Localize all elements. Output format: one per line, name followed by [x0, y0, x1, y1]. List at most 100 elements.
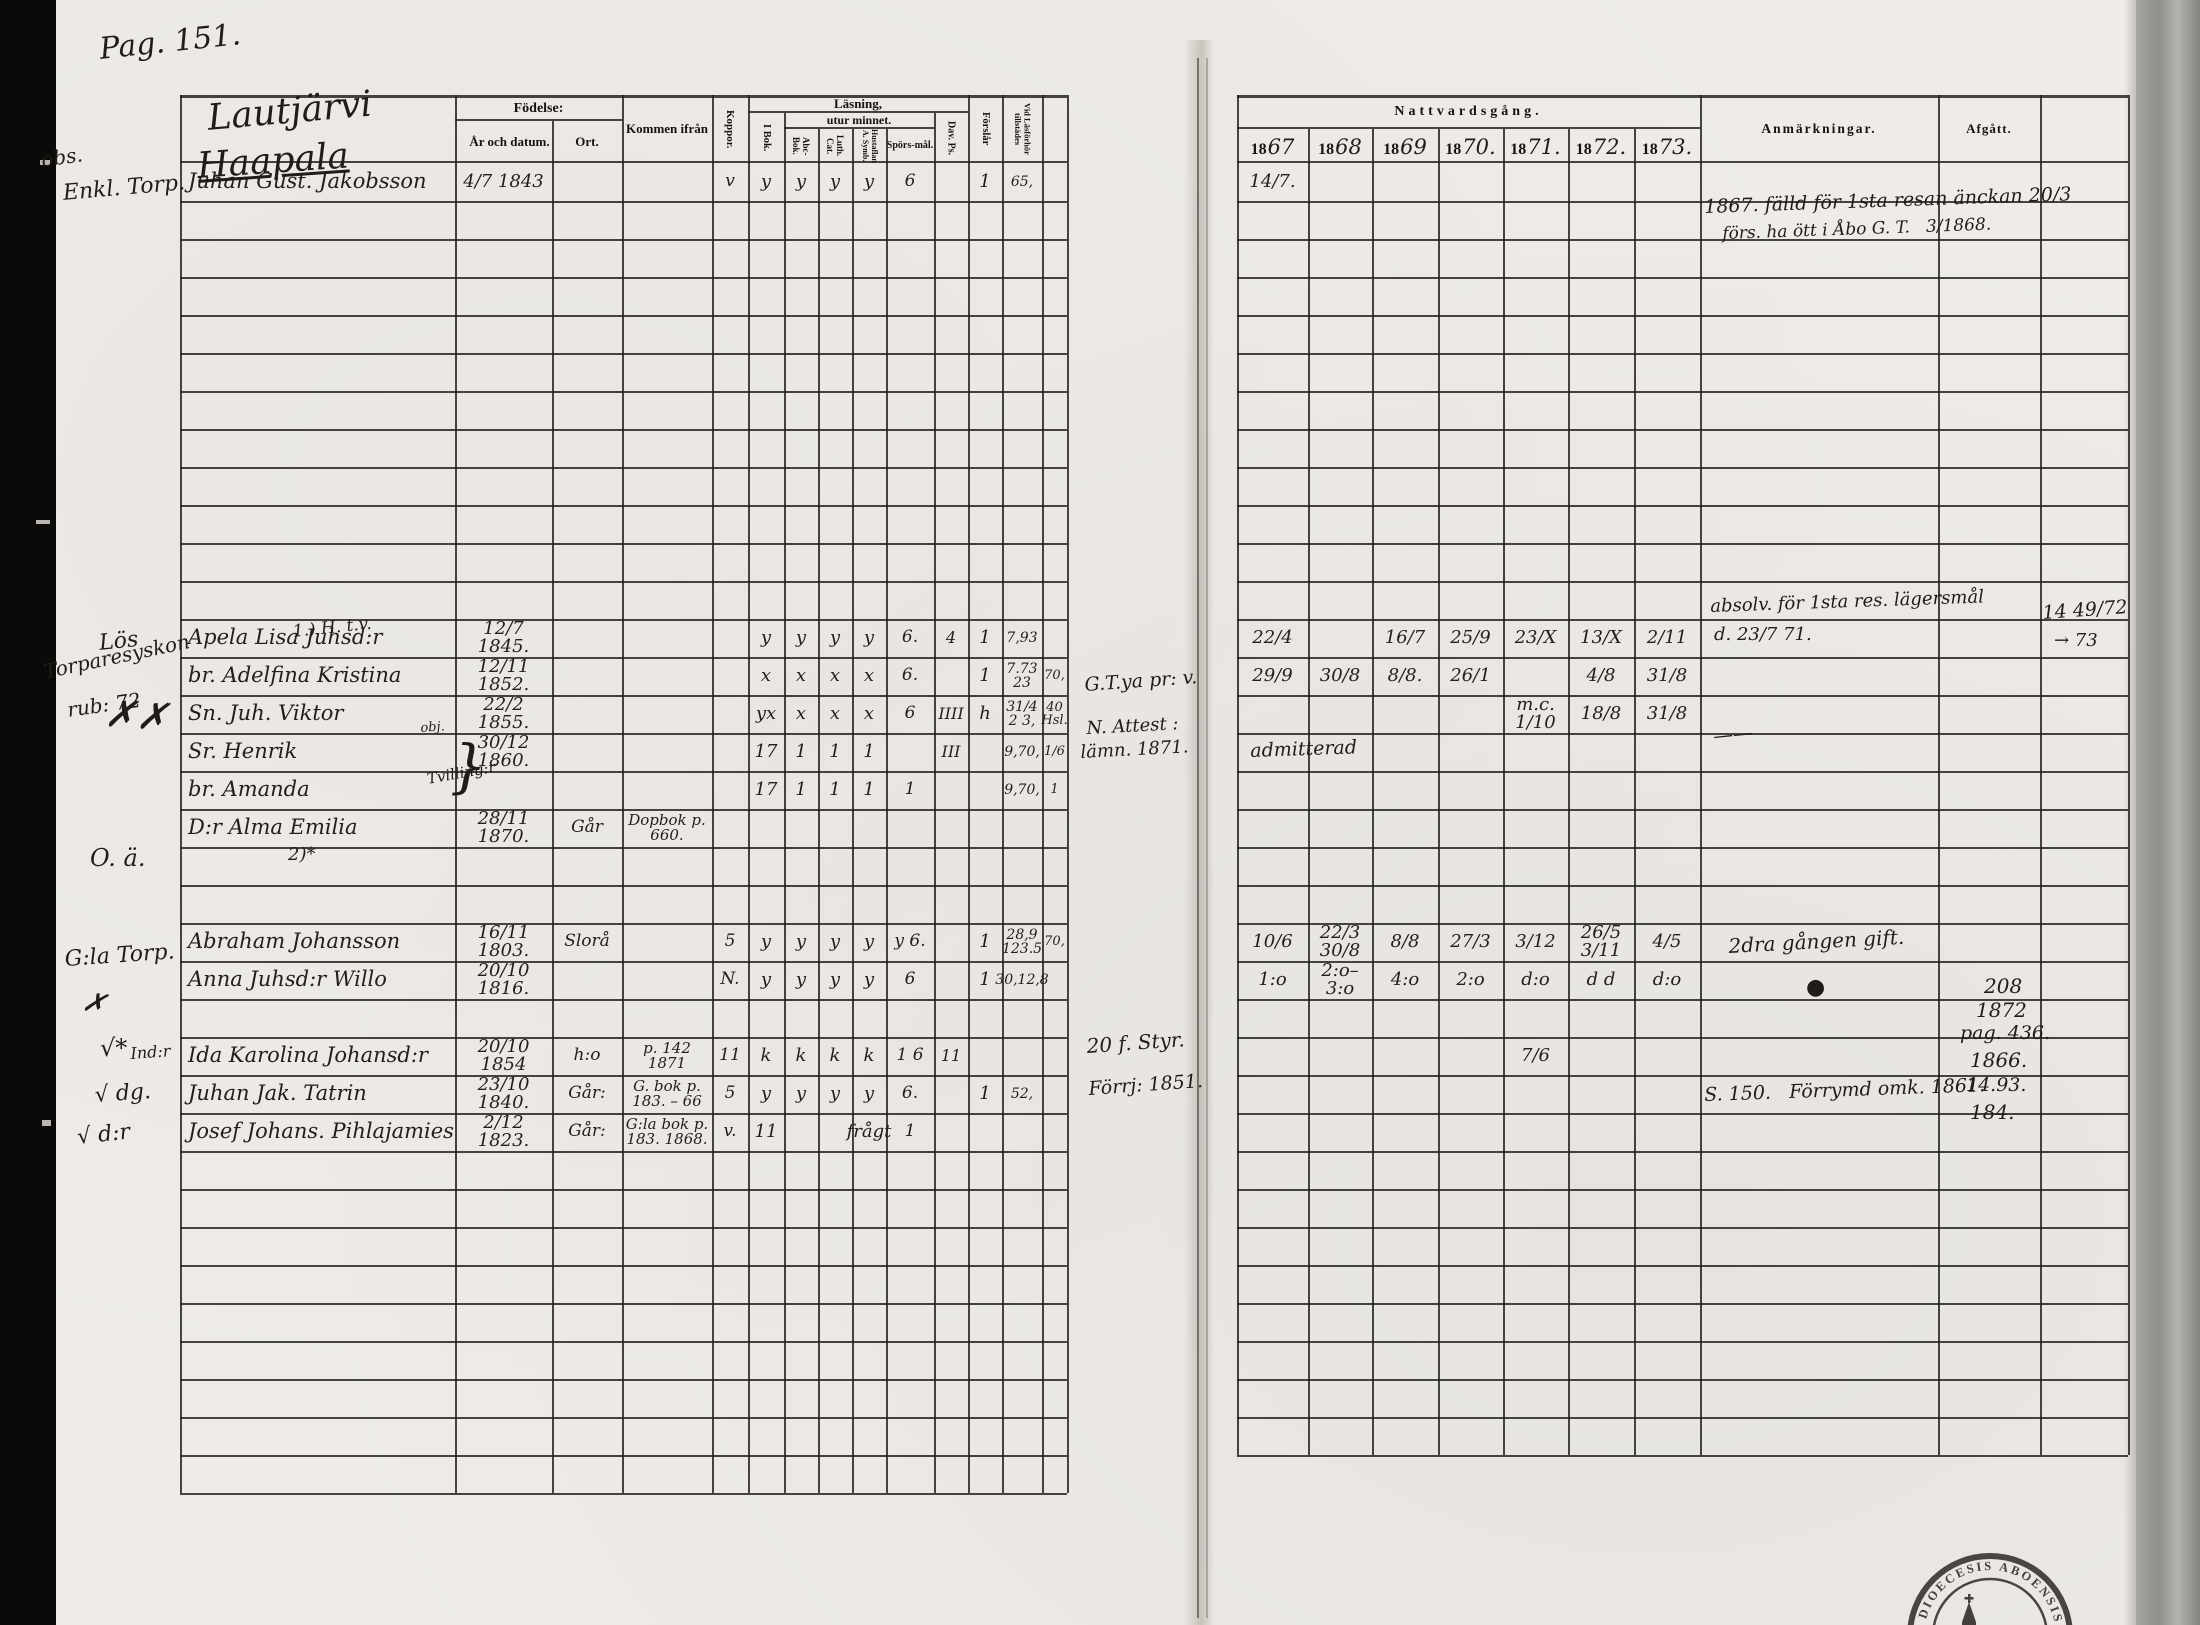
left-scan-border	[0, 0, 56, 1625]
right-cell-row14-y1871: m.c. 1/10	[1515, 693, 1556, 733]
handwritten-note: → 73	[2054, 630, 2098, 651]
left-cell-row23-birth: 20/10 1854	[477, 1035, 530, 1075]
year-script: 71.	[1527, 135, 1561, 159]
left-cell-row12-luth: y	[829, 626, 841, 648]
left-cell-row13-birth: 12/11 1852.	[477, 655, 530, 695]
handwritten-note: N. Attest :	[1085, 713, 1179, 739]
handwritten-note: obs.	[39, 142, 85, 172]
left-cell-row21-luth: y	[829, 968, 841, 990]
year-script: 72.	[1592, 135, 1627, 159]
handwritten-note: }	[450, 732, 487, 800]
left-cell-row21-vid: 30,12,8	[995, 971, 1049, 988]
left-cell-row0-luth: y	[829, 170, 841, 192]
year-script: 68	[1335, 135, 1362, 159]
left-cell-row0-hust: y	[863, 170, 875, 192]
handwritten-note: 1872	[1976, 998, 2027, 1022]
header-luth-cat: Luth. Cat.	[825, 135, 846, 157]
left-cell-row14-luth: x	[829, 702, 841, 724]
left-cell-row21-hust: y	[863, 968, 875, 990]
handwritten-note: Pag. 151.	[97, 17, 243, 67]
left-cell-row15-abc: 1	[795, 740, 807, 762]
right-cell-row21-y1867: 1:o	[1258, 968, 1287, 990]
right-cell-row12-y1867: 22/4	[1252, 626, 1293, 648]
left-cell-row14-forslar: h	[979, 702, 991, 724]
left-cell-row14-birth: 22/2 1855.	[477, 693, 530, 733]
left-cell-row24-kommen: G. bok p. 183. – 66	[632, 1076, 702, 1110]
right-cell-row20-y1873: 4/5	[1652, 930, 1682, 952]
handwritten-note: Lautjärvi	[205, 83, 374, 139]
right-cell-row12-y1872: 13/X	[1580, 626, 1622, 648]
handwritten-note: √*	[100, 1034, 128, 1062]
year-printed: 18	[1445, 141, 1462, 158]
handwritten-note: 184.	[1970, 1100, 2015, 1124]
header-lasning: Läsning,	[833, 95, 883, 111]
left-cell-row14-hust: x	[863, 702, 875, 724]
left-cell-row12-hust: y	[863, 626, 875, 648]
left-cell-row25-name: Josef Johans. Pihlajamies	[188, 1119, 454, 1144]
left-cell-row17-kommen: Dopbok p. 660.	[628, 810, 706, 844]
left-cell-row14-name: Sn. Juh. Viktor	[188, 701, 344, 726]
handwritten-note: S. 150. Förrymd omk. 1861.	[1703, 1074, 1986, 1106]
left-cell-row20-extra: 70,	[1044, 934, 1065, 950]
left-cell-row23-ort: h:o	[573, 1045, 601, 1066]
right-cell-row20-y1870: 27/3	[1450, 930, 1491, 952]
header-year-1868: 18 68	[1308, 131, 1372, 163]
left-cell-row14-abc: x	[795, 702, 807, 724]
right-cell-row13-y1869: 8/8.	[1387, 664, 1423, 686]
left-cell-row0-birth: 4/7 1843	[463, 170, 544, 192]
year-script: 67	[1267, 135, 1295, 159]
right-scan-border	[2136, 0, 2200, 1625]
left-cell-row13-forslar: 1	[979, 664, 991, 686]
left-cell-row13-vid: 7.73 23	[1006, 660, 1038, 691]
handwritten-note: G:la Torp.	[63, 939, 176, 972]
left-cell-row13-spors: 6.	[901, 665, 919, 686]
left-cell-row23-abc: k	[795, 1044, 807, 1066]
header-year-1873: 18 73.	[1634, 131, 1700, 163]
left-cell-row20-koppor: 5	[724, 931, 736, 952]
left-cell-row0-spors: 6	[904, 171, 916, 192]
left-cell-row12-spors: 6.	[901, 627, 919, 648]
left-cell-row12-name: Apela Lisa Juhsd:r	[188, 625, 383, 650]
left-cell-row17-name: D:r Alma Emilia	[188, 815, 358, 840]
handwritten-note: 208	[1984, 974, 2023, 998]
left-cell-row15-vid: 9,70,	[1004, 743, 1040, 760]
left-cell-row23-kommen: p. 142 1871	[643, 1038, 691, 1072]
left-cell-row16-vid: 9,70,	[1004, 781, 1040, 798]
left-cell-row23-hust: k	[863, 1044, 875, 1066]
year-printed: 18	[1250, 141, 1267, 158]
left-cell-row15-hust: 1	[863, 740, 875, 762]
left-cell-row15-luth: 1	[829, 740, 841, 762]
handwritten-note: G.T.ya pr: v.	[1083, 666, 1198, 696]
right-cell-row13-y1870: 26/1	[1450, 664, 1491, 686]
year-printed: 18	[1641, 141, 1658, 158]
left-cell-row21-abc: y	[795, 968, 807, 990]
header-afgatt: Afgått.	[1966, 120, 2012, 136]
left-cell-row23-luth: k	[829, 1044, 841, 1066]
left-cell-row15-name: Sr. Henrik	[188, 739, 298, 764]
left-cell-row12-dav: 4	[945, 627, 957, 647]
header-forslar: Förslår	[979, 112, 991, 146]
left-cell-row12-vid: 7,93	[1006, 629, 1038, 646]
right-cell-row13-y1873: 31/8	[1646, 664, 1688, 686]
left-cell-row13-name: br. Adelfina Kristina	[188, 663, 402, 688]
handwritten-note: 1867. fälld för 1sta resan änckan 20/3	[1703, 183, 2072, 218]
header-year-1871: 18 71.	[1503, 131, 1568, 163]
left-cell-row23-dav: 11	[940, 1045, 962, 1065]
left-cell-row24-abc: y	[795, 1082, 807, 1104]
left-cell-row24-luth: y	[829, 1082, 841, 1104]
left-cell-row16-ibok: 17	[754, 778, 778, 800]
handwritten-note: 20 f. Styr.	[1085, 1027, 1186, 1058]
left-cell-row24-koppor: 5	[724, 1083, 736, 1104]
left-cell-row12-forslar: 1	[979, 626, 991, 648]
right-cell-row12-y1869: 16/7	[1384, 626, 1426, 648]
right-cell-row20-y1869: 8/8	[1390, 930, 1420, 952]
year-printed: 18	[1383, 141, 1400, 158]
left-cell-row25-kommen: G:la bok p. 183. 1868.	[625, 1114, 709, 1148]
left-cell-row14-ibok: yx	[755, 702, 777, 724]
right-cell-row12-y1873: 2/11	[1646, 626, 1688, 648]
right-cell-row13-y1872: 4/8	[1586, 664, 1616, 686]
handwritten-note: 2dra gången gift.	[1727, 924, 1905, 958]
right-cell-row21-y1868: 2:o–3:o	[1321, 959, 1359, 999]
left-cell-row24-vid: 52,	[1010, 1085, 1034, 1102]
left-cell-row25-spors: 1	[904, 1121, 916, 1142]
